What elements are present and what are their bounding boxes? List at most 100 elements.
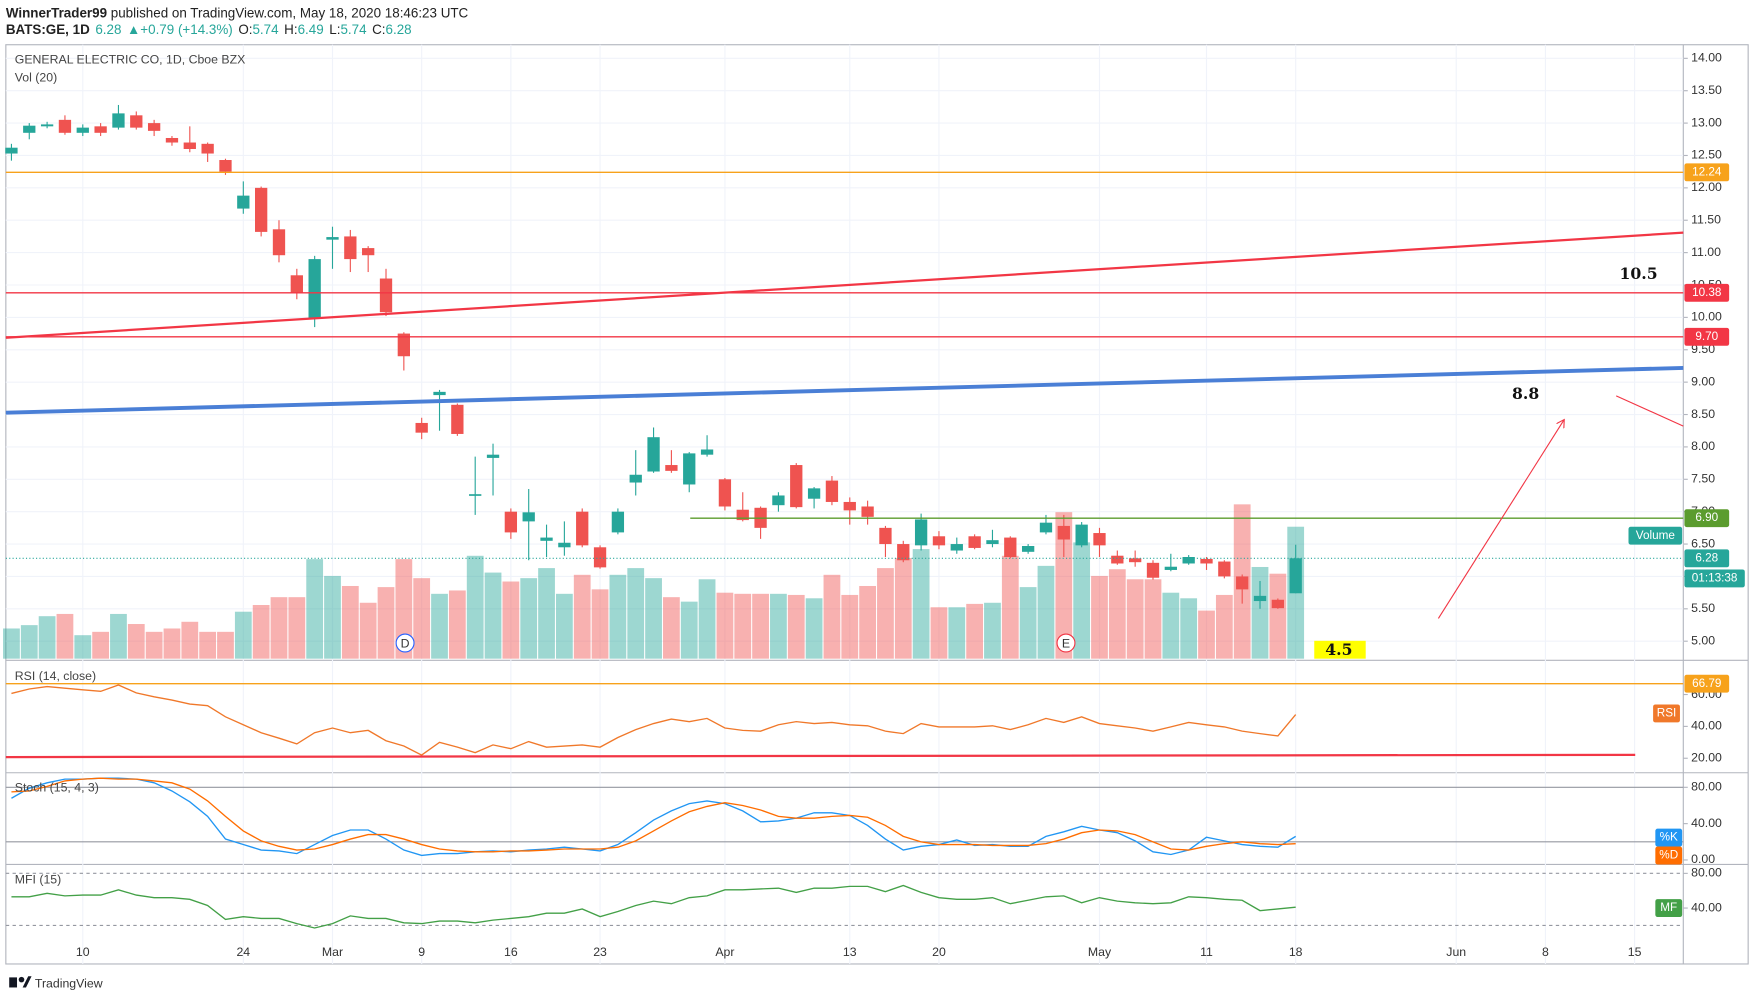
- candle-body: [272, 229, 286, 256]
- header-line-2: BATS:GE, 1D 6.28 ▲+0.79 (+14.3%) O:5.74 H:6.…: [6, 22, 412, 37]
- candle-body: [897, 544, 910, 561]
- volume-bar: [823, 574, 841, 659]
- volume-bar: [56, 613, 74, 659]
- candle-body: [1039, 522, 1053, 533]
- volume-bar: [1126, 579, 1144, 659]
- volume-bar: [1269, 573, 1287, 659]
- y-tick-label: 12.50: [1691, 148, 1722, 162]
- volume-bar: [948, 607, 966, 659]
- candle-body: [362, 248, 375, 256]
- candle-body: [23, 125, 36, 133]
- volume-bar: [377, 587, 395, 659]
- volume-bar: [110, 613, 127, 659]
- event-marker: [395, 633, 415, 653]
- annotation: 8.8: [1512, 384, 1539, 403]
- volume-bar: [341, 585, 359, 659]
- symbol: BATS:GE, 1D: [6, 22, 90, 37]
- volume-bar: [680, 601, 698, 659]
- candle-body: [986, 540, 999, 545]
- candle-body: [540, 537, 553, 541]
- projection-arrow: [1437, 420, 1563, 619]
- event-label: E: [1062, 636, 1070, 650]
- y-tick-label: 11.50: [1691, 212, 1721, 226]
- line-badge: 10.38: [1692, 286, 1722, 299]
- pane-title: GENERAL ELECTRIC CO, 1D, Cboe BZX: [15, 53, 246, 67]
- legend-badge: %K: [1660, 831, 1678, 844]
- line-badge-bg: [1684, 509, 1730, 528]
- candle-body: [1146, 562, 1160, 578]
- volume-badge-bg: [1628, 526, 1683, 545]
- header-line-1: WinnerTrader99 published on TradingView.…: [6, 5, 469, 20]
- ohlc-value: 6.49: [298, 22, 324, 37]
- candle-body: [665, 465, 678, 471]
- footer: TradingView: [35, 976, 103, 990]
- x-tick-label: 11: [1200, 945, 1213, 959]
- volume-bar: [145, 631, 163, 659]
- line-badge-bg: [1684, 327, 1730, 346]
- y-tick-label: 12.00: [1691, 180, 1722, 194]
- candle-body: [1200, 558, 1213, 564]
- y-tick-label: 5.50: [1691, 601, 1715, 615]
- x-tick-label: 8: [1542, 945, 1549, 959]
- candle-body: [1129, 558, 1142, 563]
- volume-bar: [181, 621, 199, 659]
- y-tick-label: 5.00: [1691, 633, 1715, 647]
- candle-body: [147, 123, 161, 131]
- x-tick-label: 15: [1628, 945, 1642, 959]
- trend-line: [5, 231, 1684, 339]
- volume-bar: [859, 585, 876, 659]
- candle-body: [308, 259, 321, 319]
- annotation: 10.5: [1620, 264, 1658, 283]
- indicator-line: [11, 777, 1296, 853]
- candle-body: [504, 511, 518, 533]
- y-tick-label: 8.00: [1691, 439, 1715, 453]
- pane-title: RSI (14, close): [15, 669, 96, 683]
- candle-body: [576, 511, 589, 546]
- volume-bar: [163, 628, 181, 659]
- volume-bar: [555, 593, 573, 659]
- candle-body: [1218, 561, 1231, 577]
- published: published on TradingView.com, May 18, 20…: [107, 5, 469, 20]
- line-badge-bg: [1684, 283, 1730, 302]
- y-tick-label: 40.00: [1691, 816, 1722, 830]
- candle-body: [112, 113, 125, 128]
- volume-bar: [1037, 565, 1055, 659]
- volume-badge: Volume: [1636, 529, 1675, 542]
- candle-body: [1057, 525, 1070, 540]
- candle-body: [201, 143, 214, 154]
- candle-body: [1236, 576, 1249, 590]
- y-tick-label: 40.00: [1691, 719, 1722, 733]
- trend-line: [5, 365, 1684, 415]
- candle-body: [379, 278, 393, 313]
- candle-body: [647, 437, 660, 472]
- grid-layer: [5, 44, 1688, 964]
- x-tick-label: 9: [418, 945, 425, 959]
- volume-title: Vol (20): [15, 71, 57, 85]
- candle-body: [1111, 555, 1124, 564]
- volume-bar: [413, 578, 431, 659]
- candle-body: [1164, 566, 1177, 570]
- x-tick-label: 18: [1289, 945, 1303, 959]
- candle-body: [879, 527, 892, 545]
- candle-body: [415, 422, 428, 433]
- volume-bar: [466, 555, 484, 659]
- volume-bar: [627, 568, 645, 659]
- annotation: 4.5: [1325, 640, 1352, 659]
- labels-layer: 10 24 Mar 9 16 23 Apr 13 20 May 11 18 Jun 8 15 5.00 5.50…: [15, 51, 1722, 959]
- volume-bar: [1215, 594, 1233, 659]
- indicator-line: [11, 684, 1297, 756]
- volume-bar: [877, 568, 894, 659]
- x-tick-label: 10: [76, 945, 90, 959]
- volume-bar: [92, 631, 110, 659]
- x-tick-label: Apr: [715, 945, 734, 959]
- last-price-badge-bg: [1684, 549, 1730, 568]
- legend-badge: MF: [1660, 901, 1677, 914]
- volume-bar: [1073, 542, 1091, 659]
- candle-body: [165, 137, 179, 143]
- legend-badge-bg: [1653, 704, 1680, 723]
- y-tick-label: 6.50: [1691, 536, 1715, 550]
- volume-bar: [1001, 555, 1019, 659]
- candle-body: [183, 142, 196, 149]
- candle-body: [433, 391, 446, 396]
